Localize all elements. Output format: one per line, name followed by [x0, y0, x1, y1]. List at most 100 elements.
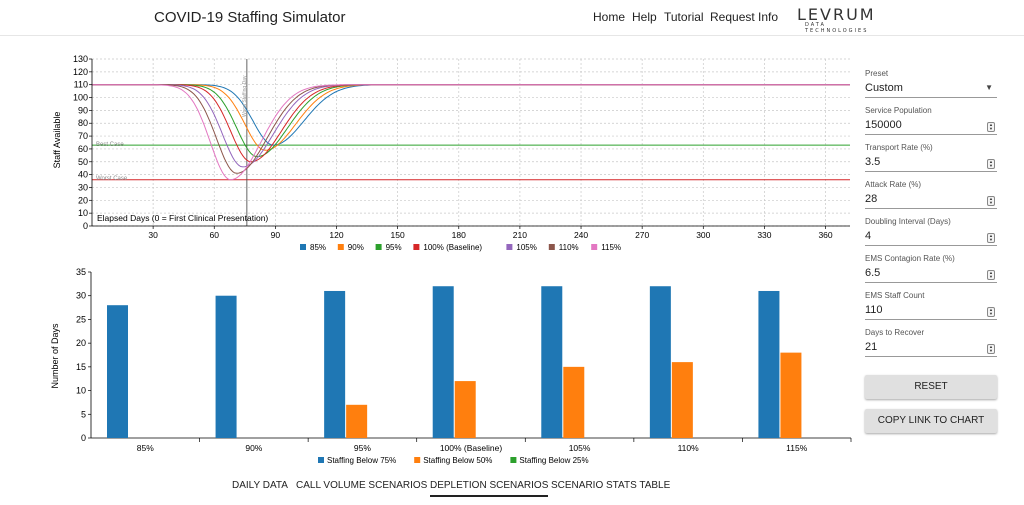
transport-rate-value: 3.5: [865, 156, 881, 168]
y-tick-label: 30: [76, 291, 86, 301]
legend-label: Staffing Below 25%: [519, 456, 588, 465]
tab-call-volume-scenarios[interactable]: CALL VOLUME SCENARIOS: [296, 480, 428, 491]
y-tick-label: 15: [76, 362, 86, 372]
ems-staff-count-input[interactable]: 110 ▲ ▼: [865, 304, 997, 320]
nav-help[interactable]: Help: [632, 10, 657, 24]
line-chart-y-label: Staff Available: [52, 112, 62, 169]
bar: [758, 290, 780, 438]
legend-swatch: [506, 244, 513, 250]
x-tick-label: 100% (Baseline): [440, 443, 503, 453]
logo-wordmark: LEVRUM: [797, 5, 876, 24]
spinner-icon[interactable]: ▲ ▼: [987, 159, 995, 169]
ems-contagion-rate-value: 6.5: [865, 267, 881, 279]
x-tick-label: 90: [271, 230, 281, 240]
x-tick-label: 270: [635, 230, 649, 240]
service-population-input[interactable]: 150000 ▲ ▼: [865, 119, 997, 135]
legend-swatch: [591, 244, 598, 250]
y-tick-label: 30: [78, 182, 88, 192]
depletion-curves: [92, 84, 850, 181]
doubling-interval-label: Doubling Interval (Days): [865, 217, 951, 226]
attack-rate-label: Attack Rate (%): [865, 180, 922, 189]
bar: [346, 404, 368, 438]
legend-label: Staffing Below 75%: [327, 456, 396, 465]
x-tick-label: 150: [391, 230, 405, 240]
worst-case-label: Worst Case: [96, 176, 128, 182]
ems-contagion-rate-input[interactable]: 6.5 ▲ ▼: [865, 267, 997, 283]
x-tick-label: 30: [148, 230, 158, 240]
y-tick-label: 70: [78, 131, 88, 141]
y-tick-label: 40: [78, 170, 88, 180]
y-tick-label: 0: [81, 433, 86, 443]
best-case-label: Best Case: [96, 142, 124, 148]
legend-label: 105%: [516, 243, 536, 252]
legend-label: 85%: [310, 243, 326, 252]
x-tick-label: 210: [513, 230, 527, 240]
reset-button[interactable]: RESET: [865, 375, 997, 399]
tab-depletion-scenarios[interactable]: DEPLETION SCENARIOS: [430, 480, 549, 497]
legend-label: 110%: [559, 243, 579, 252]
x-tick-label: 360: [818, 230, 832, 240]
y-tick-label: 100: [73, 93, 88, 103]
dropdown-caret-icon: ▼: [985, 83, 993, 92]
nav-request-info[interactable]: Request Info: [710, 10, 779, 24]
logo-tagline: DATA TECHNOLOGIES: [805, 22, 869, 34]
preset-label: Preset: [865, 69, 889, 78]
legend-label: 90%: [348, 243, 364, 252]
x-tick-label: 330: [757, 230, 771, 240]
spinner-icon[interactable]: ▲ ▼: [987, 270, 995, 280]
y-tick-label: 130: [73, 54, 88, 64]
bar-chart-y-label: Number of Days: [50, 323, 60, 389]
preset-select[interactable]: Custom ▼: [865, 82, 997, 98]
bar: [541, 286, 563, 438]
attack-rate-value: 28: [865, 193, 878, 205]
spinner-icon[interactable]: ▲ ▼: [987, 122, 995, 132]
bar: [324, 290, 346, 438]
doubling-interval-value: 4: [865, 230, 872, 242]
spinner-icon[interactable]: ▲ ▼: [987, 344, 995, 354]
tab-scenario-stats-table[interactable]: SCENARIO STATS TABLE: [551, 480, 671, 491]
legend-label: 100% (Baseline): [423, 243, 482, 252]
series-line: [92, 84, 850, 151]
x-tick-label: 90%: [245, 443, 262, 453]
bar: [671, 362, 693, 438]
nav-home[interactable]: Home: [593, 10, 626, 24]
legend-swatch: [414, 457, 421, 463]
y-tick-label: 90: [78, 105, 88, 115]
doubling-interval-input[interactable]: 4 ▲ ▼: [865, 230, 997, 246]
line-chart-axes: 0 10 20 30 40 50 60 70 80 90 100 110 120 130 30 60 90 120…: [73, 54, 850, 240]
x-tick-label: 110%: [678, 443, 700, 453]
levrum-logo[interactable]: LEVRUM DATA TECHNOLOGIES: [797, 5, 881, 34]
transport-rate-input[interactable]: 3.5 ▲ ▼: [865, 156, 997, 172]
depletion-days-chart: 0 5 10 15 20 25 30 35 85% 90% 95% 100% (Baseline) 10…: [50, 267, 852, 465]
spinner-icon[interactable]: ▲ ▼: [987, 196, 995, 206]
worst-staffing-day-label: Worst Staffing Day: [242, 75, 248, 117]
series-line: [92, 84, 850, 181]
x-tick-label: 180: [452, 230, 466, 240]
legend-swatch: [337, 244, 344, 250]
series-line: [92, 84, 850, 158]
legend-swatch: [375, 244, 382, 250]
x-tick-label: 105%: [569, 443, 591, 453]
days-to-recover-value: 21: [865, 341, 878, 353]
service-population-label: Service Population: [865, 106, 932, 115]
x-tick-label: 115%: [786, 443, 808, 453]
nav-tutorial[interactable]: Tutorial: [664, 10, 704, 24]
x-tick-label: 300: [696, 230, 710, 240]
preset-value: Custom: [865, 82, 903, 94]
x-tick-label: 85%: [137, 443, 154, 453]
bar: [649, 286, 671, 438]
spinner-icon[interactable]: ▲ ▼: [987, 307, 995, 317]
bar-chart-legend: Staffing Below 75% Staffing Below 50% Staf…: [318, 456, 589, 465]
legend-label: 115%: [601, 243, 621, 252]
app-header: COVID-19 Staffing Simulator Home Help Tu…: [0, 0, 1024, 36]
copy-link-button[interactable]: COPY LINK TO CHART: [865, 409, 997, 433]
x-tick-label: 120: [329, 230, 343, 240]
line-chart-grid: [92, 58, 850, 227]
attack-rate-input[interactable]: 28 ▲ ▼: [865, 193, 997, 209]
bar: [432, 286, 454, 438]
tab-daily-data[interactable]: DAILY DATA: [232, 480, 288, 491]
spinner-icon[interactable]: ▲ ▼: [987, 233, 995, 243]
days-to-recover-input[interactable]: 21 ▲ ▼: [865, 341, 997, 357]
bar: [563, 366, 585, 438]
line-chart-x-label: Elapsed Days (0 = First Clinical Present…: [97, 213, 268, 223]
